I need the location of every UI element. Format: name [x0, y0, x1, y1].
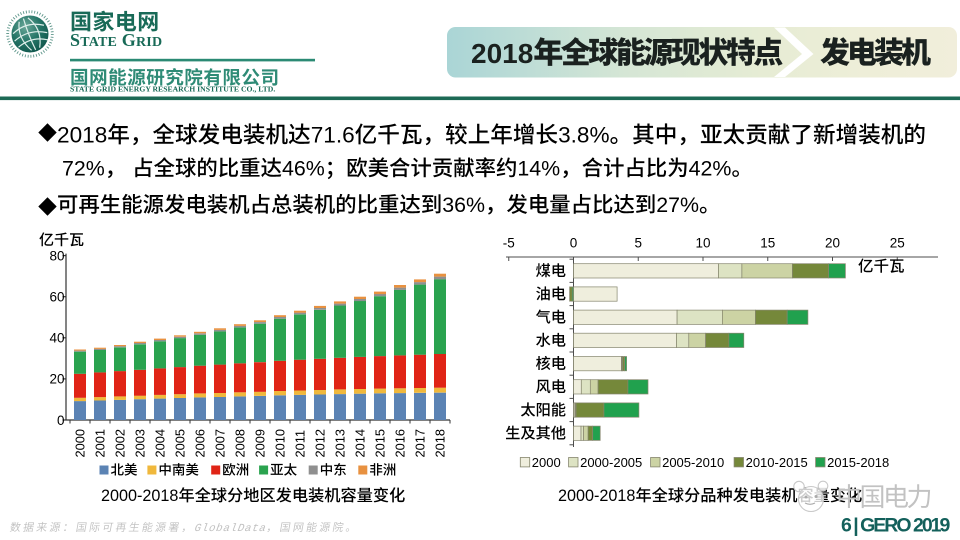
svg-text:3.8%: 3.8% — [558, 123, 610, 148]
svg-text:2010-2015: 2010-2015 — [746, 455, 808, 470]
svg-text:6 | GERO 2019: 6 | GERO 2019 — [841, 515, 951, 537]
svg-text:2001: 2001 — [93, 429, 108, 457]
svg-text:2003: 2003 — [133, 429, 148, 457]
svg-text:2012: 2012 — [313, 429, 328, 457]
svg-text:71.6: 71.6 — [311, 123, 355, 148]
svg-text:2018: 2018 — [433, 429, 448, 457]
svg-text:10: 10 — [695, 236, 710, 251]
svg-text:15: 15 — [760, 236, 775, 251]
svg-text:36%: 36% — [442, 193, 485, 217]
svg-text:80: 80 — [49, 248, 64, 263]
svg-text:72%: 72% — [62, 157, 105, 181]
svg-text:2015: 2015 — [373, 429, 388, 457]
svg-text:2005-2010: 2005-2010 — [662, 455, 724, 470]
svg-text:25: 25 — [890, 236, 905, 251]
svg-text:STATE GRID: STATE GRID — [70, 30, 162, 50]
svg-text:14%: 14% — [517, 157, 560, 181]
svg-text:STATE GRID ENERGY RESEARCH INS: STATE GRID ENERGY RESEARCH INSTITUTE CO.… — [70, 85, 275, 94]
svg-text:0: 0 — [570, 236, 578, 251]
svg-text:2017: 2017 — [413, 429, 428, 457]
svg-text:46%: 46% — [282, 157, 325, 181]
svg-text:2000: 2000 — [532, 455, 561, 470]
svg-text:2015-2018: 2015-2018 — [827, 455, 889, 470]
svg-text:2002: 2002 — [113, 429, 128, 457]
svg-text:27%: 27% — [656, 193, 699, 217]
svg-text:-5: -5 — [503, 236, 515, 251]
svg-text:2008: 2008 — [233, 429, 248, 457]
svg-text:60: 60 — [49, 290, 64, 305]
svg-text:2005: 2005 — [173, 429, 188, 457]
svg-text:2018: 2018 — [471, 38, 533, 69]
svg-text:2007: 2007 — [213, 429, 228, 457]
svg-text:2009: 2009 — [253, 429, 268, 457]
svg-text:2000-2018: 2000-2018 — [101, 487, 178, 505]
svg-text:2000-2018: 2000-2018 — [558, 487, 635, 505]
svg-text:42%: 42% — [689, 157, 732, 181]
svg-text:40: 40 — [49, 331, 64, 346]
svg-text:2013: 2013 — [333, 429, 348, 457]
svg-text:2010: 2010 — [273, 429, 288, 457]
svg-text:20: 20 — [49, 372, 64, 387]
svg-text:2000: 2000 — [73, 429, 88, 457]
svg-text:2004: 2004 — [153, 429, 168, 457]
svg-text:5: 5 — [634, 236, 642, 251]
svg-text:2014: 2014 — [353, 429, 368, 457]
svg-text:2006: 2006 — [193, 429, 208, 457]
svg-text:0: 0 — [57, 413, 65, 428]
svg-text:20: 20 — [825, 236, 840, 251]
svg-text:GlobalData: GlobalData — [193, 523, 267, 535]
svg-text:2016: 2016 — [393, 429, 408, 457]
svg-text:2011: 2011 — [293, 430, 308, 458]
svg-text:2000-2005: 2000-2005 — [580, 455, 642, 470]
svg-text:2018: 2018 — [57, 123, 107, 148]
